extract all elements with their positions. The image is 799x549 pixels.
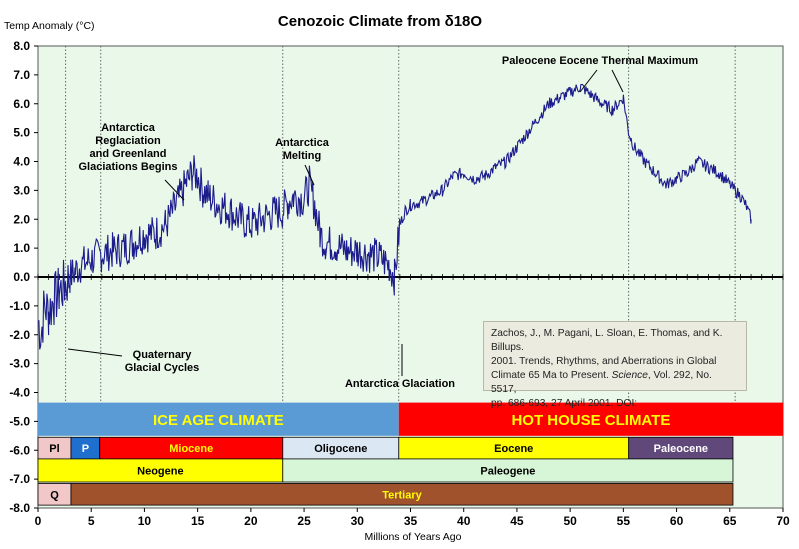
annotation-reglaciation: Glaciations Begins [78,161,177,173]
reference-box: Zachos, J., M. Pagani, L. Sloan, E. Thom… [483,321,747,409]
y-tick-label: -4.0 [9,386,30,400]
y-tick-label: 1.0 [13,241,30,255]
y-tick-label: 2.0 [13,212,30,226]
epoch-label: Oligocene [314,443,367,455]
y-tick-label: -8.0 [9,501,30,515]
epoch-label: Pl [49,443,59,455]
climate-band-1 [398,402,783,436]
x-tick-label: 40 [457,514,471,528]
annotation-arrow [611,69,624,93]
y-tick-label: 6.0 [13,97,30,111]
x-tick-label: 20 [244,514,258,528]
reference-journal: Science [611,370,648,381]
x-tick-label: 55 [617,514,631,528]
climate-band-label: ICE AGE CLIMATE [153,412,284,429]
climate-band-label: HOT HOUSE CLIMATE [511,412,670,429]
x-tick-label: 15 [191,514,205,528]
y-tick-label: -5.0 [9,414,30,428]
era-box [70,483,734,506]
period-box [282,458,734,483]
annotation-arrow [164,179,185,201]
period-label: Neogene [137,465,183,477]
x-tick-label: 35 [404,514,418,528]
annotation-arrow [67,348,123,357]
annotation-melting: Melting [283,150,322,162]
x-tick-label: 10 [138,514,152,528]
annotation-melting: Antarctica [275,137,330,149]
era-label: Tertiary [382,489,422,501]
y-tick-label: 4.0 [13,155,30,169]
annotation-petm: Paleocene Eocene Thermal Maximum [502,55,698,67]
y-tick-label: 3.0 [13,183,30,197]
x-tick-label: 45 [510,514,524,528]
reference-line-3: Climate 65 Ma to Present. Science, Vol. … [491,369,739,397]
annotation-reglaciation: and Greenland [89,148,166,160]
reference-line-3-start: Climate 65 Ma to Present. [491,370,609,381]
x-tick-label: 60 [670,514,684,528]
y-tick-label: -7.0 [9,472,30,486]
epoch-label: P [82,443,89,455]
annotation-quaternary: Glacial Cycles [125,362,200,374]
annotation-quaternary: Quaternary [133,349,193,361]
reference-line-4: pp. 686-693, 27 April 2001. DOI: [491,398,638,409]
annotation-glaciation: Antarctica Glaciation [345,378,455,390]
x-tick-label: 50 [563,514,577,528]
reference-line-2: 2001. Trends, Rhythms, and Aberrations i… [491,356,717,367]
y-axis-label: Temp Anomaly (°C) [4,20,95,32]
y-tick-label: 0.0 [13,270,30,284]
x-tick-label: 0 [35,514,42,528]
period-label: Paleogene [480,465,535,477]
x-tick-label: 5 [88,514,95,528]
annotation-arrow [304,164,315,186]
reference-line-3-end: , Vol. 292, No. 5517, [491,370,712,395]
series-line-0 [38,83,752,350]
climate-band-0 [38,402,399,436]
epoch-label: Miocene [169,443,213,455]
annotation-reglaciation: Antarctica [101,122,156,134]
reference-line-1: Zachos, J., M. Pagani, L. Sloan, E. Thom… [491,328,723,353]
x-tick-label: 30 [351,514,365,528]
chart-title: Cenozoic Climate from δ18O [278,13,482,30]
epoch-label: Paleocene [654,443,708,455]
annotation-reglaciation: Reglaciation [95,135,161,147]
x-axis-label: Millions of Years Ago [365,531,462,543]
epoch-label: Eocene [494,443,533,455]
y-tick-label: -3.0 [9,357,30,371]
x-tick-label: 25 [297,514,311,528]
annotation-arrow [579,69,598,93]
y-tick-label: -1.0 [9,299,30,313]
y-tick-label: -6.0 [9,443,30,457]
y-tick-label: 7.0 [13,68,30,82]
y-tick-label: 8.0 [13,39,30,53]
y-tick-label: 5.0 [13,126,30,140]
era-label: Q [50,489,59,501]
y-tick-label: -2.0 [9,328,30,342]
x-tick-label: 70 [776,514,790,528]
x-tick-label: 65 [723,514,737,528]
